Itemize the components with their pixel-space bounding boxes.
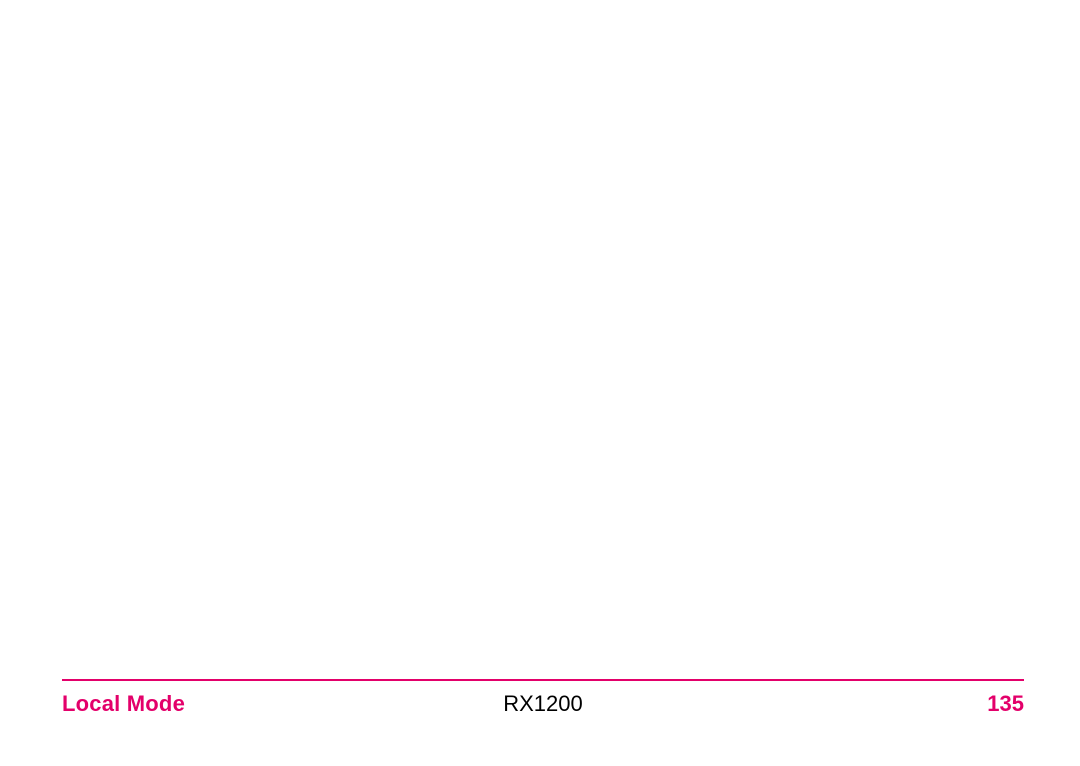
footer-row: Local Mode RX1200 135: [62, 691, 1024, 717]
footer-page-number: 135: [987, 691, 1024, 717]
page-footer: Local Mode RX1200 135: [62, 679, 1024, 717]
footer-section-title: Local Mode: [62, 691, 185, 717]
footer-model-label: RX1200: [503, 691, 583, 717]
footer-rule: [62, 679, 1024, 681]
document-page: Local Mode RX1200 135: [0, 0, 1080, 766]
